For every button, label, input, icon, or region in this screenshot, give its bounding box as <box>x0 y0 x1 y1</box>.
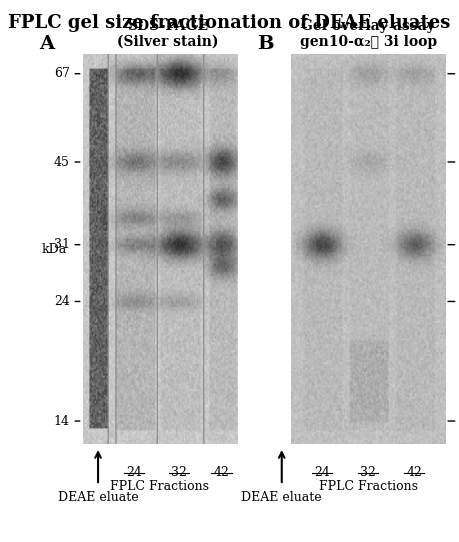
Text: 42: 42 <box>406 466 422 479</box>
Text: A: A <box>39 35 55 53</box>
Text: 14: 14 <box>54 415 70 428</box>
Text: SDS-PAGE
(Silver stain): SDS-PAGE (Silver stain) <box>117 18 218 49</box>
Text: 24: 24 <box>126 466 142 479</box>
Text: Gel overlay assay
gen10-α₂⁃ 3i loop: Gel overlay assay gen10-α₂⁃ 3i loop <box>300 18 437 49</box>
Text: 32: 32 <box>171 466 187 479</box>
Text: 67: 67 <box>54 67 70 80</box>
Text: 24: 24 <box>314 466 330 479</box>
Text: 32: 32 <box>360 466 376 479</box>
Text: DEAE eluate: DEAE eluate <box>58 491 138 504</box>
Text: 24: 24 <box>54 295 70 308</box>
Text: FPLC Fractions: FPLC Fractions <box>319 480 418 493</box>
Text: 42: 42 <box>213 466 230 479</box>
Text: 45: 45 <box>54 156 70 169</box>
Text: kDa: kDa <box>42 243 67 256</box>
Text: FPLC gel size fractionation of DEAE eluates: FPLC gel size fractionation of DEAE elua… <box>8 14 451 31</box>
Text: B: B <box>257 35 274 53</box>
Text: 31: 31 <box>54 238 70 251</box>
Text: DEAE eluate: DEAE eluate <box>241 491 322 504</box>
Text: FPLC Fractions: FPLC Fractions <box>110 480 209 493</box>
